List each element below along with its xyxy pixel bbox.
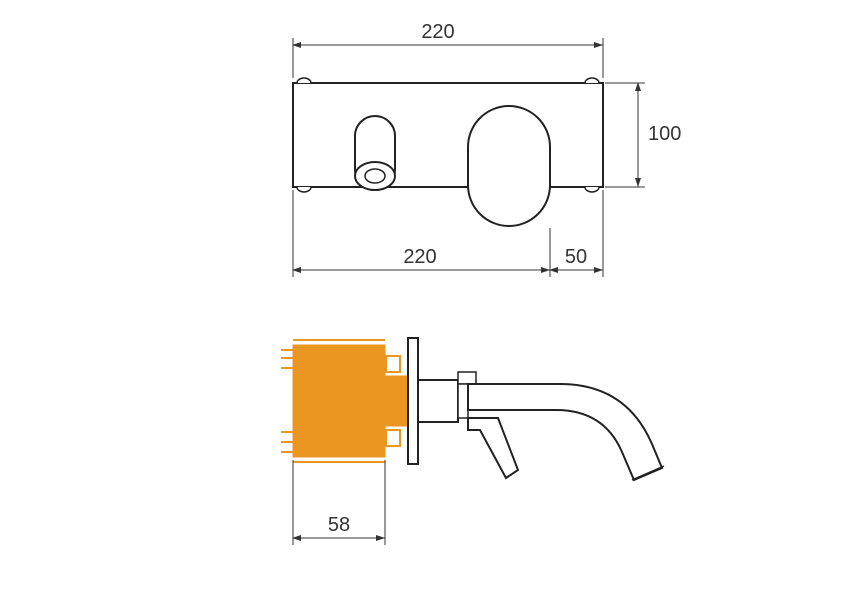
mounting-plate: [293, 83, 603, 187]
dim-top-width-label: 220: [421, 21, 454, 43]
dim-box-depth: 58: [293, 460, 385, 545]
concealed-box: [281, 340, 408, 462]
mixer-handle: [468, 106, 550, 226]
lever-side: [468, 418, 518, 478]
dim-handle-proj-label: 50: [565, 246, 587, 268]
spout-outlet: [355, 116, 395, 190]
side-view: 58: [281, 338, 664, 545]
dim-height-label: 100: [648, 123, 681, 145]
dim-box-depth-label: 58: [328, 514, 350, 536]
dim-height: 100: [605, 83, 681, 187]
dim-body-width-label: 220: [403, 246, 436, 268]
dim-top-width: 220: [293, 21, 603, 78]
technical-drawing: 220 100: [0, 0, 865, 600]
front-view: 220 100: [293, 21, 681, 277]
dim-handle-proj: 50: [550, 190, 603, 277]
wall-plate-side: [408, 338, 418, 464]
